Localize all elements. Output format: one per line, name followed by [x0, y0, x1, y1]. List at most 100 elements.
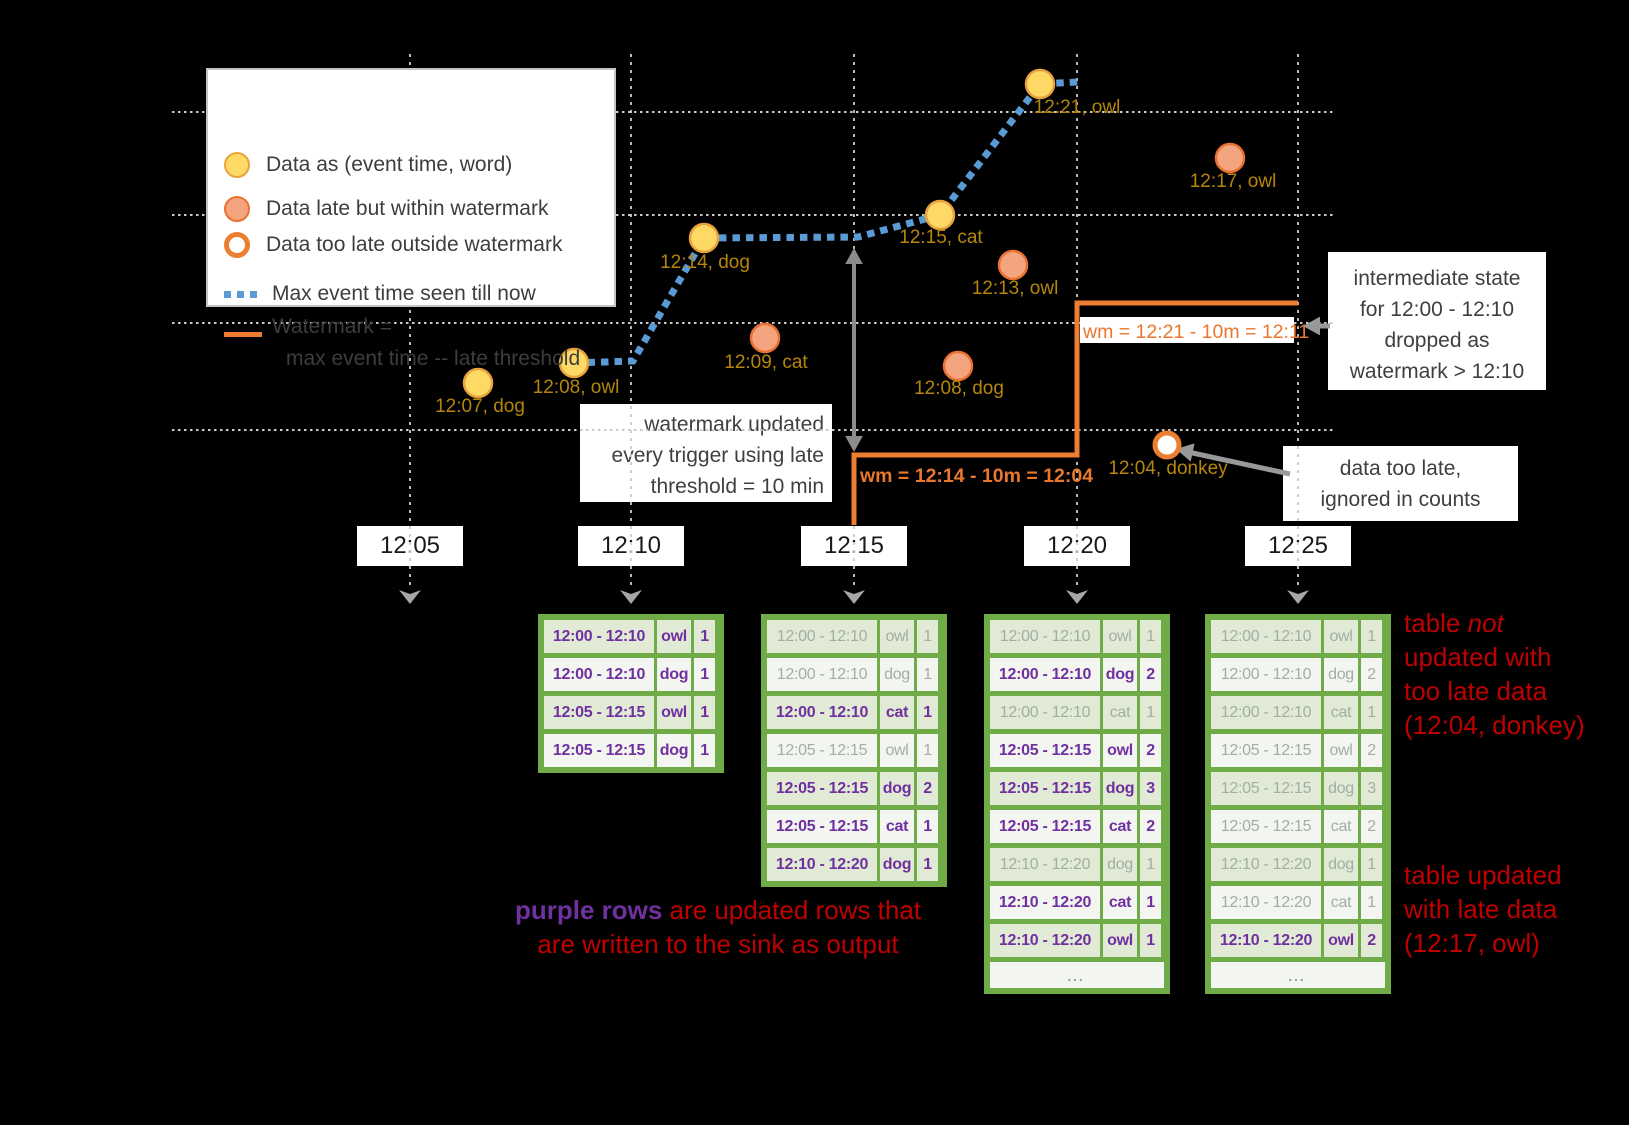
- table-row: 12:10 - 12:20 dog 1: [990, 848, 1164, 881]
- cell-window: 12:00 - 12:10: [767, 658, 877, 691]
- table-row: 12:05 - 12:15 dog 2: [767, 772, 941, 805]
- cell-word: owl: [1324, 734, 1358, 767]
- table-row: 12:00 - 12:10 dog 1: [544, 658, 718, 691]
- cell-word: owl: [1103, 924, 1137, 957]
- max-event-time-line: [573, 78, 1079, 367]
- result-table: 12:00 - 12:10 owl 1 12:00 - 12:10 dog 1 12:05 …: [538, 614, 724, 773]
- cell-window: 12:10 - 12:20: [990, 886, 1100, 919]
- cell-word: cat: [1103, 696, 1137, 729]
- table-ellipsis-row: …: [990, 962, 1164, 988]
- trigger-time: 12:05: [379, 532, 441, 559]
- cell-count: 3: [1361, 772, 1382, 805]
- cell-window: 12:00 - 12:10: [990, 620, 1100, 653]
- cell-word: dog: [880, 658, 914, 691]
- annotation-purple-rows: purple rows are updated rows that are wr…: [458, 893, 978, 961]
- cell-window: 12:10 - 12:20: [1211, 848, 1321, 881]
- cell-word: dog: [1103, 772, 1137, 805]
- cell-window: 12:10 - 12:20: [767, 848, 877, 881]
- result-table: 12:00 - 12:10 owl 1 12:00 - 12:10 dog 2 12:00 …: [1205, 614, 1391, 994]
- cell-window: 12:00 - 12:10: [544, 658, 654, 691]
- table-row: 12:05 - 12:15 cat 2: [1211, 810, 1385, 843]
- legend-item: Watermark =: [224, 315, 392, 339]
- annotation-line: purple rows are updated rows that: [514, 895, 922, 925]
- cell-word: dog: [657, 734, 691, 767]
- table-row: 12:00 - 12:10 cat 1: [990, 696, 1164, 729]
- cell-word: owl: [1103, 620, 1137, 653]
- annotation-line: (12:04, donkey): [1404, 710, 1585, 740]
- legend-label: Max event time seen till now: [272, 282, 536, 305]
- cell-word: owl: [880, 734, 914, 767]
- cell-window: 12:00 - 12:10: [1211, 696, 1321, 729]
- cell-word: dog: [1324, 658, 1358, 691]
- data-point-ontime: [462, 367, 494, 399]
- cell-window: 12:00 - 12:10: [990, 696, 1100, 729]
- cell-count: 2: [1140, 734, 1161, 767]
- cell-word: owl: [1324, 924, 1358, 957]
- down-arrowhead: [1066, 590, 1088, 604]
- cell-word: cat: [1324, 810, 1358, 843]
- annotation-line: watermark updated: [644, 413, 824, 436]
- cell-count: 1: [1140, 886, 1161, 919]
- legend-item: Data late but within watermark: [224, 196, 548, 222]
- down-arrowhead: [1287, 590, 1309, 604]
- cell-count: 1: [694, 696, 715, 729]
- cell-word: cat: [880, 810, 914, 843]
- cell-count: 1: [917, 810, 938, 843]
- table-row: 12:10 - 12:20 dog 1: [1211, 848, 1385, 881]
- data-point-label: 12:15, cat: [899, 227, 983, 248]
- cell-word: dog: [880, 772, 914, 805]
- data-point-label: 12:08, dog: [914, 378, 1004, 399]
- cell-word: cat: [1324, 696, 1358, 729]
- cell-word: dog: [880, 848, 914, 881]
- result-table: 12:00 - 12:10 owl 1 12:00 - 12:10 dog 1 12:00 …: [761, 614, 947, 887]
- legend-item: Max event time seen till now: [224, 282, 536, 306]
- cell-word: dog: [1324, 848, 1358, 881]
- cell-word: cat: [880, 696, 914, 729]
- cell-count: 1: [694, 658, 715, 691]
- table-row: 12:10 - 12:20 dog 1: [767, 848, 941, 881]
- cell-count: 2: [1361, 658, 1382, 691]
- cell-word: owl: [657, 696, 691, 729]
- legend-label: Watermark =: [272, 315, 392, 338]
- annotation-line: every trigger using late: [611, 444, 824, 467]
- cell-count: 1: [1361, 620, 1382, 653]
- table-row: 12:05 - 12:15 cat 1: [767, 810, 941, 843]
- down-arrowhead: [843, 590, 865, 604]
- down-arrowhead: [399, 590, 421, 604]
- watermark-label-low: wm = 12:14 - 10m = 12:04: [859, 465, 1093, 487]
- cell-window: 12:05 - 12:15: [990, 734, 1100, 767]
- trigger-time: 12:10: [600, 532, 662, 559]
- too-late-arrow: [1187, 449, 1291, 477]
- data-point-label: 12:08, owl: [533, 377, 620, 398]
- data-point-label: 12:17, owl: [1190, 171, 1277, 192]
- annotation-line: ignored in counts: [1320, 488, 1481, 511]
- cell-word: dog: [657, 658, 691, 691]
- annotation-line: with late data: [1404, 894, 1558, 924]
- cell-count: 3: [1140, 772, 1161, 805]
- table-row: 12:05 - 12:15 dog 3: [990, 772, 1164, 805]
- legend-item: max event time -- late threshold: [286, 347, 580, 371]
- cell-window: 12:05 - 12:15: [544, 734, 654, 767]
- cell-count: 1: [917, 734, 938, 767]
- cell-word: owl: [1103, 734, 1137, 767]
- annotation-line: watermark > 12:10: [1349, 360, 1525, 383]
- cell-window: 12:05 - 12:15: [990, 810, 1100, 843]
- watermark-label-high-bg: [1080, 317, 1294, 343]
- cell-word: cat: [1103, 810, 1137, 843]
- table-row: 12:05 - 12:15 cat 2: [990, 810, 1164, 843]
- table-row: 12:00 - 12:10 dog 1: [767, 658, 941, 691]
- cell-count: 1: [1361, 886, 1382, 919]
- max-event-time-line-icon: [224, 290, 262, 298]
- table-row: 12:05 - 12:15 owl 1: [767, 734, 941, 767]
- cell-count: 1: [1140, 848, 1161, 881]
- cell-window: 12:00 - 12:10: [990, 658, 1100, 691]
- annotation-watermark-updated: watermark updated every trigger using la…: [580, 404, 832, 502]
- data-point-label: 12:09, cat: [724, 352, 808, 373]
- cell-window: 12:00 - 12:10: [1211, 620, 1321, 653]
- annotation-line: table not: [1404, 608, 1504, 638]
- data-point-label: 12:14, dog: [660, 252, 750, 273]
- cell-window: 12:05 - 12:15: [1211, 810, 1321, 843]
- cell-window: 12:05 - 12:15: [1211, 734, 1321, 767]
- data-point-ontime: [924, 199, 956, 231]
